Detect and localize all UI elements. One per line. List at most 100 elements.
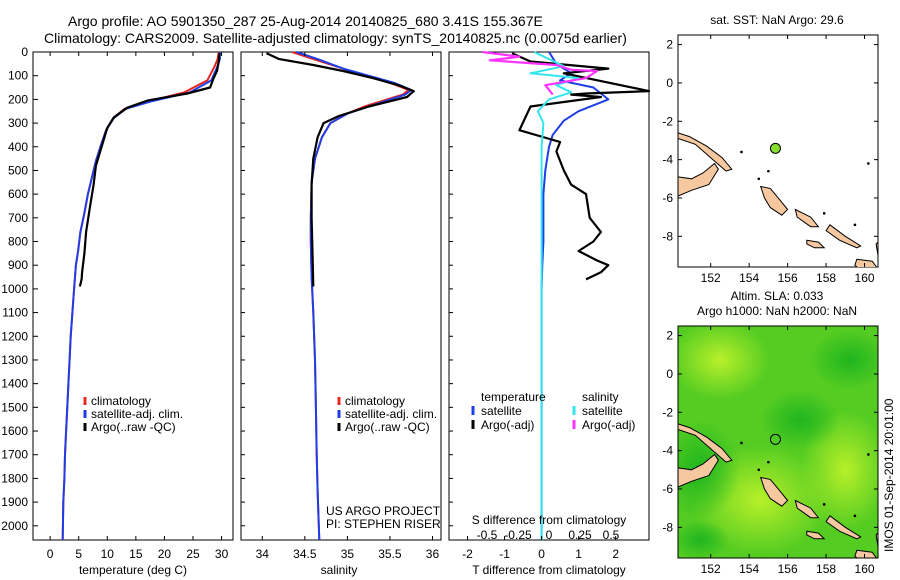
series-line [295, 51, 413, 541]
land-polygon [678, 132, 733, 172]
x-tick-label: 20 [158, 547, 172, 561]
legend-label: climatology [91, 394, 151, 408]
map-x-tick-label: 152 [701, 562, 721, 576]
legend-header-temperature: temperature [481, 390, 546, 404]
depth-tick-label: 300 [8, 116, 28, 130]
salinity-axis-label: salinity [321, 563, 358, 577]
depth-tick-label: 500 [8, 163, 28, 177]
legend-label: Argo(..raw -QC) [345, 420, 430, 434]
temperature-panel-frame [32, 51, 234, 541]
header-line-1: Argo profile: AO 5901350_287 25-Aug-2014… [68, 13, 543, 29]
land-polygon [794, 208, 820, 228]
map-y-tick-label: -4 [662, 444, 673, 458]
depth-tick-label: 600 [8, 187, 28, 201]
depth-tick-label: 1600 [1, 424, 28, 438]
timestamp-stamp: IMOS 01-Sep-2014 20:01:00 [882, 398, 896, 552]
s-tick-label: 0 [546, 528, 553, 542]
x-tick-label: 10 [101, 547, 115, 561]
map-y-tick-label: -4 [662, 153, 673, 167]
islet [853, 223, 857, 227]
legend-label: Argo(-adj) [481, 418, 534, 432]
islet [867, 453, 870, 456]
depth-tick-label: 700 [8, 211, 28, 225]
series-line [540, 51, 610, 540]
sst-map-axes: 152 154 156 158 160 2 0 -2 -4 -6 -8 [662, 35, 878, 285]
islet [740, 150, 743, 154]
depth-tick-label: 1900 [1, 495, 28, 509]
x-tick-label: 25 [186, 547, 200, 561]
depth-tick-label: 200 [8, 92, 28, 106]
sst-map-title: sat. SST: NaN Argo: 29.6 [710, 13, 844, 27]
depth-tick-label: 2000 [1, 519, 28, 533]
map-x-tick-label: 152 [701, 271, 721, 285]
land-polygon [794, 499, 820, 519]
series-line [61, 51, 220, 541]
difference-panel-frame [448, 51, 650, 541]
series-line [266, 52, 415, 287]
depth-tick-label: 1800 [1, 471, 28, 485]
land-polygon [759, 476, 789, 507]
depth-tick-label: 1200 [1, 329, 28, 343]
temperature-axis-label: temperature (deg C) [79, 563, 187, 577]
depth-tick-label: 1300 [1, 353, 28, 367]
depth-axis: 0 100 200 300 400 500 600 700 800 900 1000 1100 1200… [1, 45, 453, 533]
land-polygon [678, 423, 733, 463]
map-y-tick-label: -6 [662, 482, 673, 496]
difference-profile-plot: -2 -1 0 1 2 -0.5 -0.25 0 0.25 0.5 [462, 50, 651, 561]
x-tick-label: 0 [47, 547, 54, 561]
s-tick-label: -0.5 [477, 528, 498, 542]
islet [767, 460, 770, 464]
legend-label: Argo(-adj) [582, 418, 635, 432]
x-tick-label: 2 [612, 547, 619, 561]
legend-label: satellite [481, 404, 522, 418]
depth-tick-label: 0 [21, 45, 28, 59]
islet [853, 514, 857, 518]
x-tick-label: 1 [575, 547, 582, 561]
series-line [511, 52, 651, 281]
x-tick-label: 30 [215, 547, 229, 561]
temperature-legend: climatology satellite-adj. clim. Argo(..… [83, 394, 183, 434]
legend-label: satellite [582, 404, 623, 418]
land-polygon [806, 530, 826, 540]
islet [757, 177, 761, 181]
depth-tick-label: 1500 [1, 400, 28, 414]
map-x-tick-label: 156 [778, 271, 798, 285]
x-tick-label: 5 [75, 547, 82, 561]
depth-tick-label: 900 [8, 258, 28, 272]
depth-tick-label: 1400 [1, 377, 28, 391]
depth-tick-label: 100 [8, 69, 28, 83]
islet [740, 441, 743, 445]
s-tick-label: 0.25 [568, 528, 592, 542]
land-polygon [854, 258, 878, 267]
s-difference-axis-label: S difference from climatology [472, 513, 627, 527]
legend-label: Argo(..raw -QC) [91, 420, 176, 434]
islet [757, 468, 761, 472]
legend-label: satellite-adj. clim. [345, 407, 437, 421]
x-tick-label: 0 [538, 547, 545, 561]
s-tick-label: 0.5 [603, 528, 620, 542]
map-x-tick-label: 158 [816, 271, 836, 285]
depth-tick-label: 1700 [1, 448, 28, 462]
x-tick-label: 15 [129, 547, 143, 561]
x-tick-label: -2 [462, 547, 473, 561]
map-y-tick-label: 2 [666, 38, 673, 52]
salinity-profile-plot: 34 34.5 35 35.5 36 [256, 51, 439, 561]
map-y-tick-label: -6 [662, 191, 673, 205]
map-x-tick-label: 154 [739, 562, 759, 576]
map-y-tick-label: 0 [666, 76, 673, 90]
salinity-panel-frame [240, 51, 442, 541]
legend-label: climatology [345, 394, 405, 408]
depth-tick-label: 800 [8, 235, 28, 249]
s-tick-label: -0.25 [504, 528, 532, 542]
argo-position-marker [769, 142, 781, 154]
map-y-tick-label: -8 [662, 520, 673, 534]
land-polygon [825, 224, 862, 249]
series-line [291, 51, 410, 541]
islet [822, 212, 826, 215]
sla-map-texture [678, 326, 878, 558]
x-tick-label: -1 [499, 547, 510, 561]
temperature-profile-plot: 0 5 10 15 20 25 30 [47, 51, 229, 561]
map-x-tick-label: 160 [855, 562, 875, 576]
header-line-2: Climatology: CARS2009. Satellite-adjuste… [44, 30, 627, 46]
